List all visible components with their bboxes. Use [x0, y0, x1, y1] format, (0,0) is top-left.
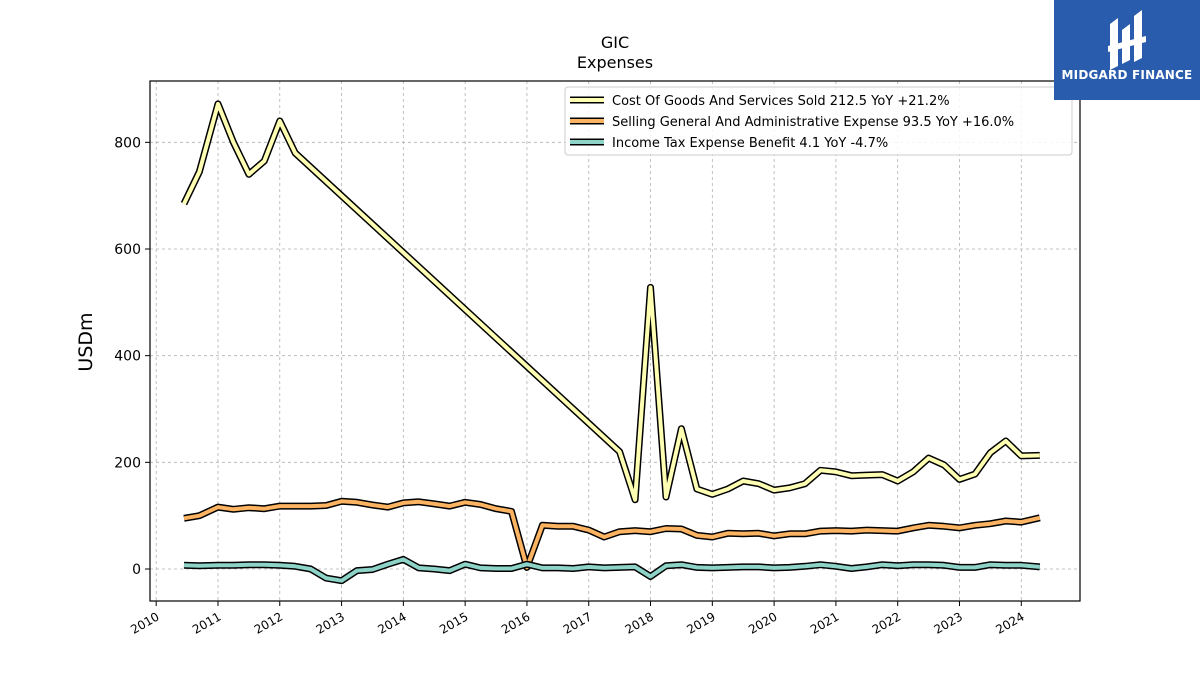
y-tick-label: 400 [114, 349, 141, 365]
midgard-finance-logo: MIDGARD FINANCE [1054, 0, 1200, 100]
y-tick-label: 600 [114, 242, 141, 258]
legend: Cost Of Goods And Services Sold 212.5 Yo… [564, 86, 1073, 156]
x-tick-label: 2020 [746, 609, 779, 636]
x-tick-label: 2019 [684, 609, 717, 636]
chart-subtitle: Expenses [577, 53, 653, 72]
series-outline [180, 100, 1040, 504]
midgard-logo-icon [1108, 10, 1146, 70]
y-axis-ticks: 0 200 400 600 800 [114, 135, 150, 578]
series-line [183, 499, 1041, 570]
x-axis-ticks: 2010 2011 2012 2013 2014 2015 2016 2017 2018 2019… [128, 601, 1027, 637]
chart-title: GIC [601, 33, 629, 52]
x-tick-label: 2010 [128, 609, 161, 636]
x-tick-label: 2024 [993, 609, 1026, 636]
series-line [183, 557, 1040, 583]
series-lines [180, 100, 1041, 585]
y-tick-label: 800 [114, 135, 141, 151]
x-tick-label: 2014 [375, 609, 408, 636]
y-tick-label: 200 [114, 455, 141, 471]
legend-label: Cost Of Goods And Services Sold 212.5 Yo… [612, 94, 950, 109]
logo-text: MIDGARD FINANCE [1061, 68, 1193, 82]
x-tick-label: 2012 [252, 609, 285, 636]
x-tick-label: 2022 [870, 609, 903, 636]
x-tick-label: 2017 [561, 609, 594, 636]
series-line [182, 101, 1040, 502]
x-tick-label: 2013 [314, 609, 347, 636]
x-tick-label: 2023 [932, 609, 965, 636]
x-tick-label: 2018 [623, 609, 656, 636]
legend-label: Selling General And Administrative Expen… [612, 115, 1014, 130]
legend-label: Income Tax Expense Benefit 4.1 YoY -4.7% [612, 136, 888, 151]
x-tick-label: 2015 [437, 609, 470, 636]
plot-frame [149, 80, 1081, 602]
legend-box [564, 86, 1073, 156]
x-tick-label: 2011 [190, 609, 223, 636]
y-tick-label: 0 [132, 562, 141, 578]
x-tick-label: 2016 [499, 609, 532, 636]
y-axis-label: USDm [75, 312, 97, 371]
x-tick-label: 2021 [808, 609, 841, 636]
